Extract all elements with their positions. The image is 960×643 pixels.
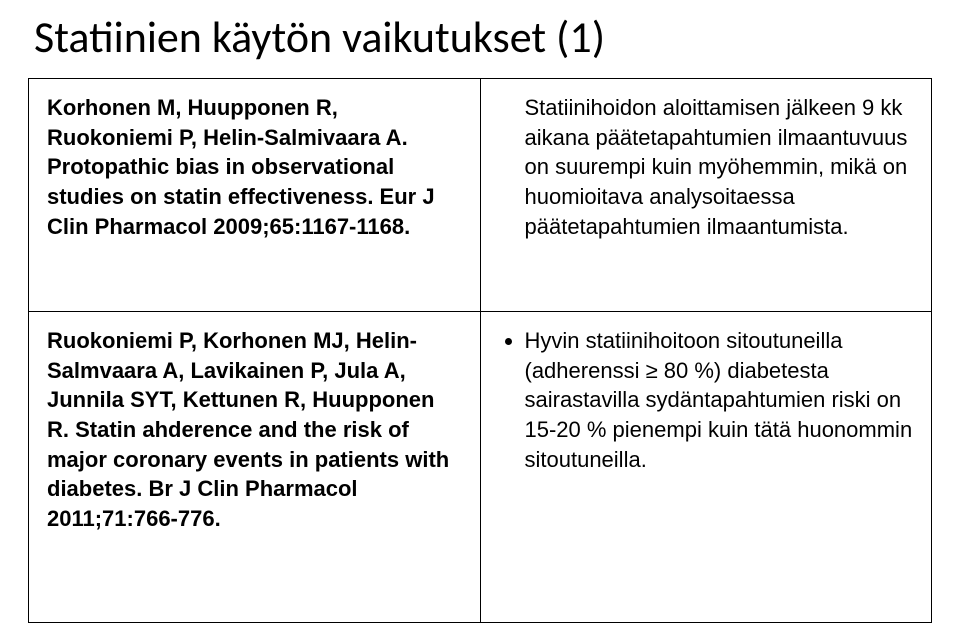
reference-text: Korhonen M, Huupponen R, Ruokoniemi P, H… — [47, 93, 462, 241]
reference-cell-2: Ruokoniemi P, Korhonen MJ, Helin-Salmvaa… — [29, 312, 481, 623]
content-table: Korhonen M, Huupponen R, Ruokoniemi P, H… — [28, 78, 932, 623]
slide-title: Statiinien käytön vaikutukset (1) — [28, 10, 932, 64]
reference-cell-1: Korhonen M, Huupponen R, Ruokoniemi P, H… — [29, 79, 481, 312]
description-cell-1: Statiinihoidon aloittamisen jälkeen 9 kk… — [480, 79, 932, 312]
description-cell-2: Hyvin statiinihoitoon sitoutuneilla (adh… — [480, 312, 932, 623]
description-bullet: Hyvin statiinihoitoon sitoutuneilla (adh… — [525, 326, 914, 474]
reference-text: Ruokoniemi P, Korhonen MJ, Helin-Salmvaa… — [47, 326, 462, 534]
table-row: Korhonen M, Huupponen R, Ruokoniemi P, H… — [29, 79, 932, 312]
slide-container: Statiinien käytön vaikutukset (1) Korhon… — [0, 0, 960, 643]
table-row: Ruokoniemi P, Korhonen MJ, Helin-Salmvaa… — [29, 312, 932, 623]
description-text: Statiinihoidon aloittamisen jälkeen 9 kk… — [525, 93, 914, 241]
